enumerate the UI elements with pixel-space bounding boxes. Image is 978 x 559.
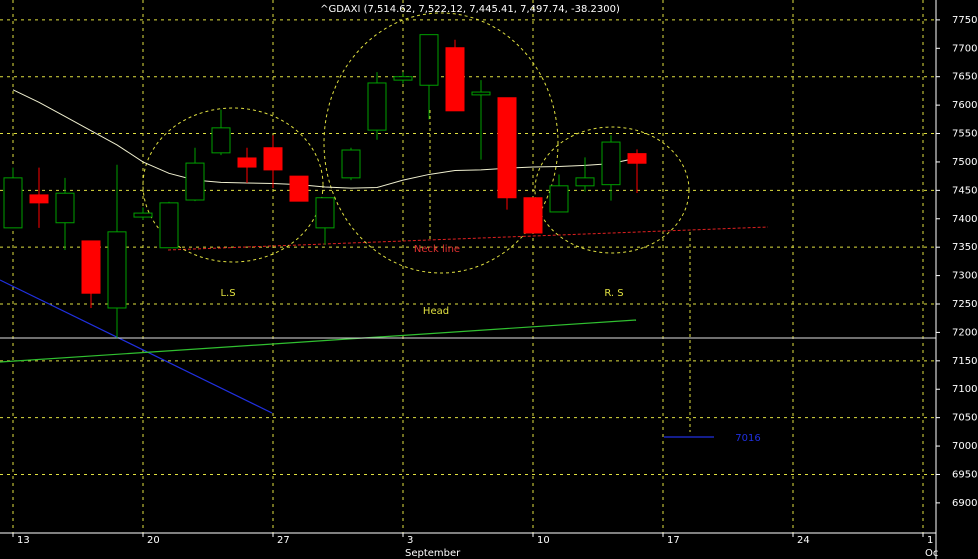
candle-body — [601, 141, 621, 186]
y-tick-label: 7600 — [952, 100, 977, 111]
x-tick-label: 13 — [17, 535, 30, 546]
y-tick-label: 7750 — [952, 15, 977, 26]
candle-body — [107, 231, 127, 309]
y-tick-label: 7450 — [952, 185, 977, 196]
y-tick-label: 7350 — [952, 242, 977, 253]
candle-body — [29, 194, 49, 204]
annotation: R. S — [604, 288, 623, 299]
chart-title: ^GDAXI (7,514.62, 7,522.12, 7,445.41, 7,… — [320, 4, 620, 15]
y-tick-label: 6900 — [952, 498, 977, 509]
candle-body — [133, 212, 153, 218]
x-tick-label: 27 — [277, 535, 290, 546]
neckline — [167, 226, 769, 251]
candle-body — [497, 97, 517, 199]
annotation: Head — [423, 306, 449, 317]
trend-line — [0, 279, 273, 414]
y-tick-label: 7650 — [952, 72, 977, 83]
candle-body — [185, 162, 205, 201]
shoulder-circle — [142, 107, 324, 263]
x-tick-label: 24 — [797, 535, 810, 546]
candle-body — [315, 197, 335, 229]
candle-body — [419, 34, 439, 86]
x-tick-label: 17 — [667, 535, 680, 546]
x-tick-label: 10 — [537, 535, 550, 546]
candle-body — [523, 197, 543, 234]
y-tick-label: 6950 — [952, 469, 977, 480]
y-tick-label: 7250 — [952, 299, 977, 310]
candle-body — [367, 82, 387, 131]
y-tick-label: 7150 — [952, 356, 977, 367]
y-tick-label: 7050 — [952, 413, 977, 424]
y-tick-label: 7300 — [952, 271, 977, 282]
x-tick-label: 3 — [407, 535, 413, 546]
y-tick-label: 7100 — [952, 384, 977, 395]
y-tick-label: 7200 — [952, 327, 977, 338]
month-label: September — [405, 548, 461, 559]
month-label: Oc — [925, 548, 938, 559]
y-tick-label: 7000 — [952, 441, 977, 452]
shoulder-circle — [534, 126, 690, 254]
candle-body — [3, 177, 23, 229]
candle-body — [263, 147, 283, 171]
candle-body — [393, 76, 413, 81]
y-tick-label: 7400 — [952, 214, 977, 225]
candle-body — [445, 47, 465, 112]
candle-body — [159, 202, 179, 249]
trend-line — [0, 319, 637, 363]
moving-average — [12, 89, 638, 189]
candle-body — [81, 240, 101, 294]
head-circle — [323, 12, 559, 274]
annotation: 7016 — [735, 433, 760, 444]
candle-body — [211, 127, 231, 154]
candle-body — [549, 185, 569, 213]
candle-body — [575, 177, 595, 187]
candle-body — [471, 91, 491, 96]
overlay — [0, 12, 936, 438]
candle-body — [55, 192, 75, 224]
y-tick-label: 7500 — [952, 157, 977, 168]
annotation: Neck line — [414, 244, 460, 255]
annotation: L.S — [220, 288, 235, 299]
y-tick-label: 7700 — [952, 43, 977, 54]
candle-body — [237, 157, 257, 168]
y-tick-label: 7550 — [952, 129, 977, 140]
x-tick-label: 1 — [927, 535, 933, 546]
candle-body — [289, 175, 309, 202]
candle-body — [627, 153, 647, 164]
candle-body — [341, 149, 361, 179]
x-tick-label: 20 — [147, 535, 160, 546]
